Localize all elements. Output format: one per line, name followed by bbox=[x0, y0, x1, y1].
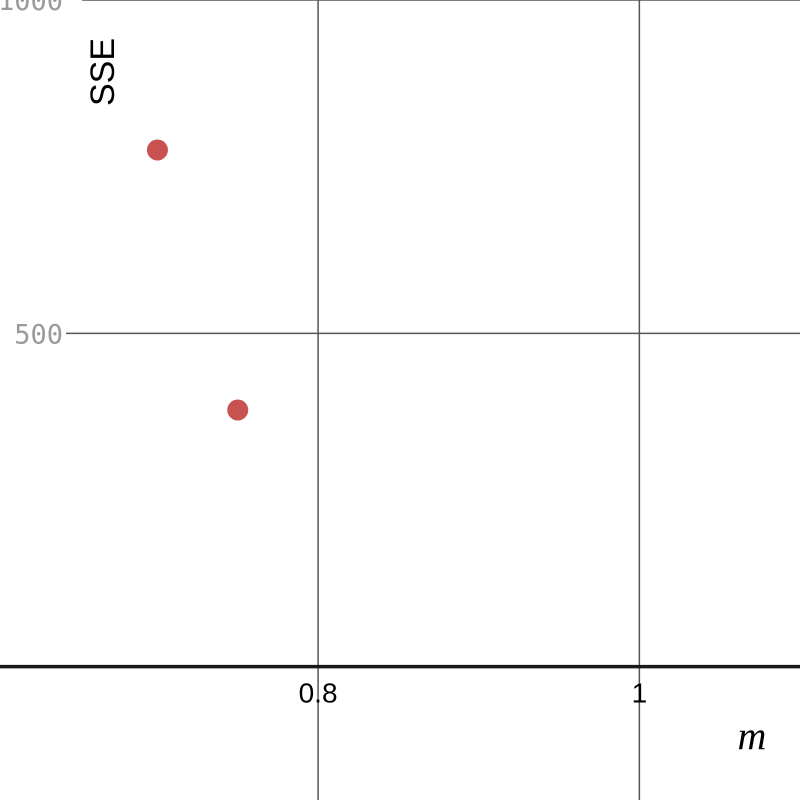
x-tick-label: 1 bbox=[632, 678, 648, 709]
data-points bbox=[146, 139, 249, 421]
data-point[interactable] bbox=[227, 399, 249, 421]
x-axis-label: m bbox=[738, 713, 767, 758]
tick-labels: 0.8 1 500 1000 bbox=[0, 0, 647, 709]
x-tick-label: 0.8 bbox=[299, 678, 338, 709]
data-point[interactable] bbox=[146, 139, 168, 161]
y-axis-label: SSE bbox=[84, 38, 122, 106]
y-tick-label: 500 bbox=[14, 319, 63, 350]
y-tick-label: 1000 bbox=[0, 0, 63, 17]
